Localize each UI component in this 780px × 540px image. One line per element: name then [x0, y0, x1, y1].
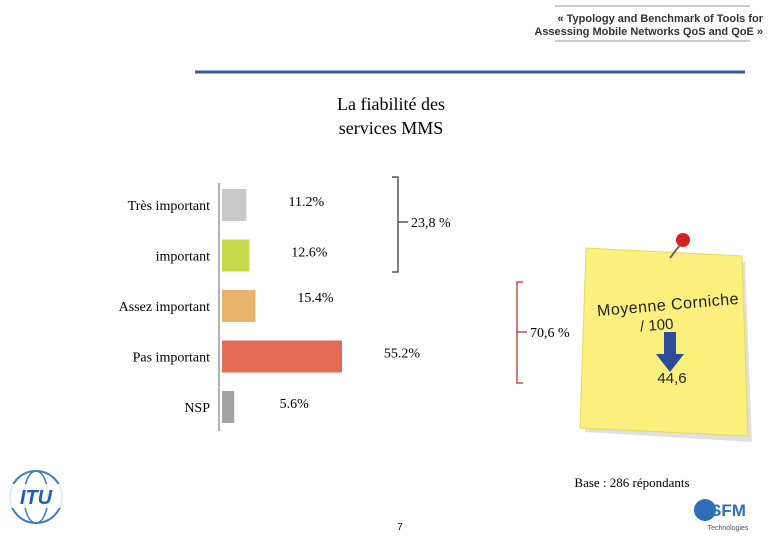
note-text: / 100	[639, 316, 674, 336]
bracket-label: 70,6 %	[530, 326, 570, 341]
logo-text: ITU	[20, 487, 53, 509]
value-label: 11.2%	[289, 195, 325, 210]
bar	[222, 189, 247, 221]
note-score: 44,6	[657, 370, 686, 387]
bars: Très important 11.2% important 12.6% Assez i…	[119, 189, 421, 423]
logo-subtext: Technologies	[708, 525, 749, 532]
category-label: important	[156, 250, 211, 265]
bar	[222, 290, 256, 322]
down-arrow	[656, 332, 684, 372]
bar	[222, 340, 342, 373]
value-label: 12.6%	[291, 246, 328, 261]
logo-text: SFM	[710, 501, 746, 520]
header-text: Assessing Mobile Networks QoS and QoE »	[534, 26, 763, 38]
value-label: 5.6%	[280, 397, 310, 412]
sfm-logo: SFM Technologies	[694, 499, 749, 532]
header-text: « Typology and Benchmark of Tools for	[557, 13, 763, 25]
value-label: 55.2%	[384, 347, 421, 362]
chart-title: La fiabilité des	[337, 94, 445, 114]
bracket-label: 23,8 %	[411, 216, 451, 231]
chart-title: services MMS	[339, 118, 444, 138]
base-note: Base : 286 répondants	[574, 475, 689, 490]
category-label: NSP	[184, 401, 210, 416]
bracket	[516, 281, 527, 384]
bar	[222, 239, 250, 272]
category-label: Pas important	[133, 351, 210, 366]
pin	[669, 244, 681, 259]
value-label: 15.4%	[297, 291, 334, 306]
pin	[676, 233, 690, 247]
bracket	[392, 176, 408, 273]
category-label: Assez important	[119, 300, 210, 315]
category-label: Très important	[128, 199, 210, 214]
page-number: 7	[397, 522, 403, 533]
bar	[222, 391, 235, 423]
itu-logo: ITU	[8, 470, 64, 524]
